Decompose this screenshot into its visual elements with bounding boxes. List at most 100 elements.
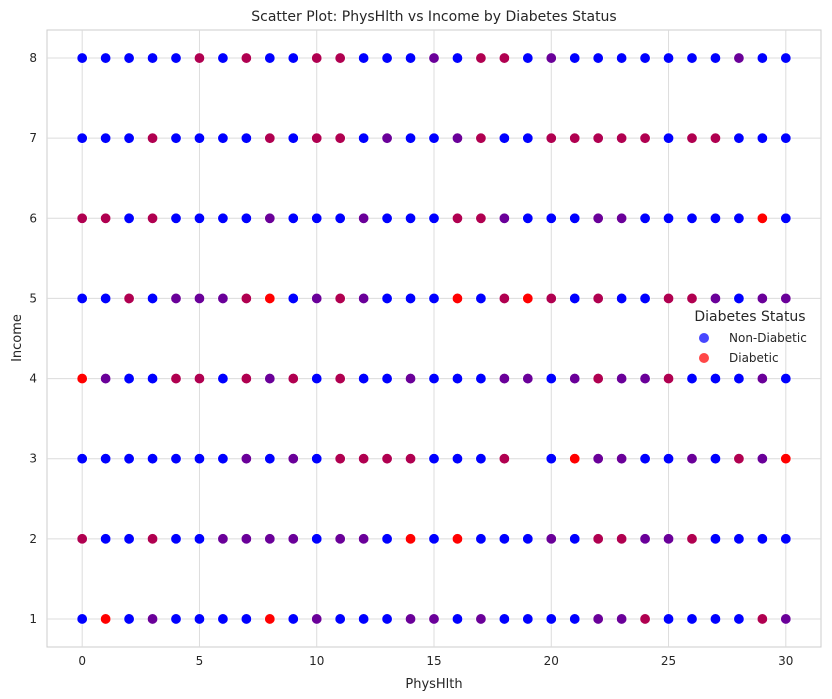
data-point-overlap <box>311 613 323 625</box>
data-point-non-diabetic <box>522 52 534 64</box>
data-point-non-diabetic <box>76 613 88 625</box>
data-point-non-diabetic <box>287 212 299 224</box>
data-point-non-diabetic <box>709 373 721 385</box>
data-point-non-diabetic <box>217 373 229 385</box>
data-point-non-diabetic <box>475 373 487 385</box>
data-point-overlap <box>475 613 487 625</box>
data-point-non-diabetic <box>733 613 745 625</box>
data-point-non-diabetic <box>193 613 205 625</box>
data-point-overlap-mostly-diabetic <box>334 52 346 64</box>
data-point-overlap-mostly-diabetic <box>193 373 205 385</box>
data-point-overlap <box>217 292 229 304</box>
data-point-overlap-mostly-diabetic <box>264 132 276 144</box>
data-point-non-diabetic <box>709 453 721 465</box>
data-point-overlap-mostly-diabetic <box>592 132 604 144</box>
data-point-overlap <box>709 292 721 304</box>
data-point-overlap <box>287 533 299 545</box>
data-point-non-diabetic <box>522 533 534 545</box>
data-point-overlap <box>451 132 463 144</box>
data-point-non-diabetic <box>780 533 792 545</box>
data-point-non-diabetic <box>733 212 745 224</box>
data-point-overlap <box>498 212 510 224</box>
data-point-overlap <box>545 52 557 64</box>
data-point-overlap-mostly-diabetic <box>686 533 698 545</box>
data-point-non-diabetic <box>428 533 440 545</box>
data-point-non-diabetic <box>428 132 440 144</box>
data-point-overlap-mostly-diabetic <box>311 132 323 144</box>
data-point-overlap-mostly-diabetic <box>381 453 393 465</box>
data-point-non-diabetic <box>240 212 252 224</box>
data-point-non-diabetic <box>780 52 792 64</box>
x-axis-label: PhysHlth <box>405 677 462 692</box>
data-point-non-diabetic <box>686 613 698 625</box>
data-point-non-diabetic <box>217 613 229 625</box>
data-point-overlap-mostly-diabetic <box>592 533 604 545</box>
data-point-overlap <box>358 212 370 224</box>
data-point-overlap <box>592 613 604 625</box>
legend-title: Diabetes Status <box>694 309 805 325</box>
data-point-non-diabetic <box>381 212 393 224</box>
data-point-non-diabetic <box>381 292 393 304</box>
data-point-diabetic <box>264 613 276 625</box>
data-point-non-diabetic <box>545 453 557 465</box>
data-point-overlap <box>287 453 299 465</box>
y-tick-label: 6 <box>29 211 37 225</box>
data-point-non-diabetic <box>147 453 159 465</box>
data-point-diabetic <box>405 533 417 545</box>
data-point-diabetic <box>76 373 88 385</box>
data-point-overlap-mostly-diabetic <box>686 132 698 144</box>
data-point-overlap <box>147 613 159 625</box>
data-point-non-diabetic <box>451 52 463 64</box>
data-point-non-diabetic <box>240 132 252 144</box>
data-point-diabetic <box>451 533 463 545</box>
data-point-non-diabetic <box>756 533 768 545</box>
data-point-overlap <box>381 132 393 144</box>
data-point-non-diabetic <box>170 132 182 144</box>
data-point-non-diabetic <box>780 212 792 224</box>
data-point-overlap-mostly-diabetic <box>170 373 182 385</box>
data-point-non-diabetic <box>334 613 346 625</box>
data-point-overlap <box>428 52 440 64</box>
data-point-overlap <box>264 373 276 385</box>
data-point-overlap <box>686 453 698 465</box>
data-point-diabetic <box>756 212 768 224</box>
data-point-non-diabetic <box>569 533 581 545</box>
data-point-non-diabetic <box>287 132 299 144</box>
data-point-non-diabetic <box>217 132 229 144</box>
data-point-non-diabetic <box>100 132 112 144</box>
data-point-non-diabetic <box>639 292 651 304</box>
data-point-non-diabetic <box>733 373 745 385</box>
data-point-non-diabetic <box>76 132 88 144</box>
data-point-overlap <box>639 373 651 385</box>
data-point-non-diabetic <box>193 212 205 224</box>
data-point-overlap-mostly-diabetic <box>569 132 581 144</box>
data-point-non-diabetic <box>639 212 651 224</box>
data-point-non-diabetic <box>193 533 205 545</box>
data-point-non-diabetic <box>616 52 628 64</box>
data-point-overlap <box>592 453 604 465</box>
data-point-overlap <box>334 533 346 545</box>
data-point-non-diabetic <box>170 613 182 625</box>
data-point-non-diabetic <box>193 132 205 144</box>
data-point-non-diabetic <box>76 52 88 64</box>
data-point-non-diabetic <box>451 453 463 465</box>
data-point-overlap-mostly-diabetic <box>663 373 675 385</box>
x-tick-label: 20 <box>544 654 559 668</box>
y-tick-label: 5 <box>29 291 37 305</box>
y-tick-label: 3 <box>29 452 37 466</box>
data-point-non-diabetic <box>147 373 159 385</box>
legend: Diabetes Status Non-Diabetic Diabetic <box>694 309 806 365</box>
data-point-overlap <box>592 212 604 224</box>
x-tick-label: 5 <box>196 654 204 668</box>
data-point-non-diabetic <box>334 212 346 224</box>
data-point-overlap <box>663 533 675 545</box>
data-point-overlap <box>616 373 628 385</box>
data-point-non-diabetic <box>428 212 440 224</box>
data-point-diabetic <box>264 292 276 304</box>
y-tick-label: 7 <box>29 131 37 145</box>
data-point-non-diabetic <box>663 613 675 625</box>
data-point-non-diabetic <box>76 453 88 465</box>
data-point-non-diabetic <box>498 132 510 144</box>
data-point-non-diabetic <box>123 533 135 545</box>
data-point-non-diabetic <box>193 453 205 465</box>
